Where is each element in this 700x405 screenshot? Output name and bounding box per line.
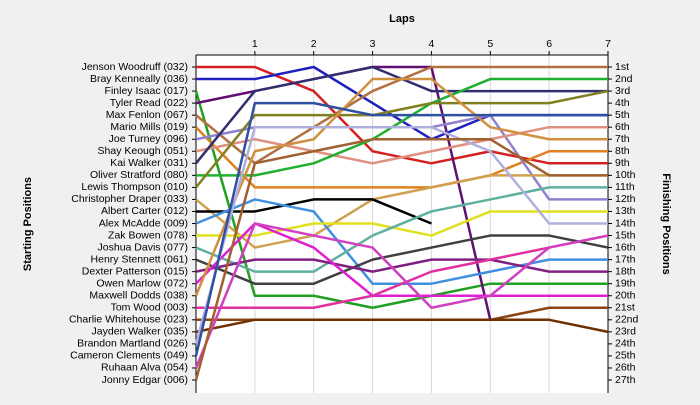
y-tick-label: Tom Wood (003) — [111, 302, 188, 314]
y-tick-label: Brandon Martland (026) — [77, 338, 188, 350]
x-tick-label: 4 — [429, 38, 435, 50]
y2-tick-label: 25th — [615, 350, 636, 362]
driver-line — [196, 77, 608, 177]
y2-tick-label: 26th — [615, 362, 636, 374]
y2-tick-label: 27th — [615, 374, 636, 386]
driver-line — [194, 101, 608, 357]
y-tick-label: Christopher Draper (033) — [71, 193, 188, 205]
x-tick-label: 6 — [546, 38, 552, 50]
driver-line — [194, 222, 609, 369]
y2-tick-label: 14th — [615, 217, 636, 229]
y2-tick-label: 13th — [615, 205, 636, 217]
y-tick-label: Albert Carter (012) — [101, 205, 188, 217]
driver-line — [194, 77, 608, 297]
driver-line — [196, 198, 432, 225]
y2-tick-label: 20th — [615, 290, 636, 302]
y-tick-label: Owen Marlow (072) — [96, 277, 188, 289]
x-tick-label: 7 — [605, 38, 611, 50]
y-tick-label: Lewis Thompson (010) — [81, 181, 188, 193]
y-tick-label: Bray Kenneally (036) — [90, 73, 188, 85]
y2-tick-label: 21st — [615, 302, 635, 314]
y-tick-label: Charlie Whitehouse (023) — [69, 314, 188, 326]
y2-tick-label: 2nd — [615, 73, 633, 85]
y-tick-label: Finley Isaac (017) — [105, 85, 188, 97]
y2-tick-label: 22nd — [615, 314, 639, 326]
y2-tick-label: 3rd — [615, 85, 630, 97]
driver-line — [194, 90, 608, 310]
y2-axis-title: Finishing Positions — [660, 173, 672, 274]
y2-tick-label: 6th — [615, 121, 630, 133]
y-tick-label: Henry Stennett (061) — [91, 253, 188, 265]
y-axis-title: Starting Positions — [22, 177, 34, 271]
y-tick-label: Tyler Read (022) — [110, 97, 188, 109]
y-tick-label: Maxwell Dodds (038) — [89, 290, 188, 302]
y-tick-label: Jonny Edgar (006) — [102, 374, 188, 386]
driver-line — [195, 258, 608, 273]
x-tick-label: 1 — [252, 38, 258, 50]
y2-tick-label: 10th — [615, 169, 636, 181]
driver-line — [194, 125, 608, 345]
driver-line — [195, 186, 608, 273]
y-tick-label: Joe Turney (096) — [109, 133, 188, 145]
y-tick-label: Dexter Patterson (015) — [82, 265, 188, 277]
y-tick-label: Joshua Davis (077) — [98, 241, 188, 253]
y2-tick-label: 17th — [615, 253, 636, 265]
y2-tick-label: 5th — [615, 109, 630, 121]
y2-tick-label: 15th — [615, 229, 636, 241]
driver-line — [194, 137, 608, 381]
driver-line — [195, 125, 608, 165]
x-tick-label: 5 — [487, 38, 493, 50]
y-tick-label: Alex McAdde (009) — [99, 217, 188, 229]
y2-tick-label: 23rd — [615, 326, 636, 338]
y-tick-label: Jayden Walker (035) — [92, 326, 188, 338]
y-tick-label: Ruhaan Alva (054) — [101, 362, 188, 374]
y-tick-label: Oliver Stratford (080) — [90, 169, 188, 181]
y-tick-label: Jenson Woodruff (032) — [82, 61, 188, 73]
y2-tick-label: 16th — [615, 241, 636, 253]
y-tick-label: Kai Walker (031) — [110, 157, 188, 169]
driver-line — [195, 126, 608, 189]
y2-tick-label: 4th — [615, 97, 630, 109]
driver-line — [195, 89, 609, 189]
y2-tick-label: 18th — [615, 265, 636, 277]
y-tick-label: Mario Mills (019) — [110, 121, 188, 133]
y2-tick-label: 19th — [615, 277, 636, 289]
y2-tick-label: 7th — [615, 133, 630, 145]
y2-tick-label: 9th — [615, 157, 630, 169]
y2-tick-label: 12th — [615, 193, 636, 205]
y-tick-label: Zak Bowen (078) — [108, 229, 188, 241]
y2-tick-label: 11th — [615, 181, 635, 193]
x-tick-label: 2 — [311, 38, 317, 50]
y2-tick-label: 8th — [615, 145, 630, 157]
driver-line — [195, 222, 608, 297]
y-tick-label: Cameron Clements (049) — [70, 350, 188, 362]
x-tick-label: 3 — [370, 38, 376, 50]
driver-line — [195, 174, 608, 249]
chart-title: Laps — [389, 13, 415, 25]
y2-tick-label: 24th — [615, 338, 636, 350]
driver-line — [196, 234, 609, 310]
y-tick-label: Shay Keough (051) — [98, 145, 188, 157]
driver-line — [195, 234, 609, 285]
driver-line — [195, 318, 609, 334]
y2-tick-label: 1st — [615, 61, 629, 73]
y-tick-label: Max Fenlon (067) — [106, 109, 188, 121]
